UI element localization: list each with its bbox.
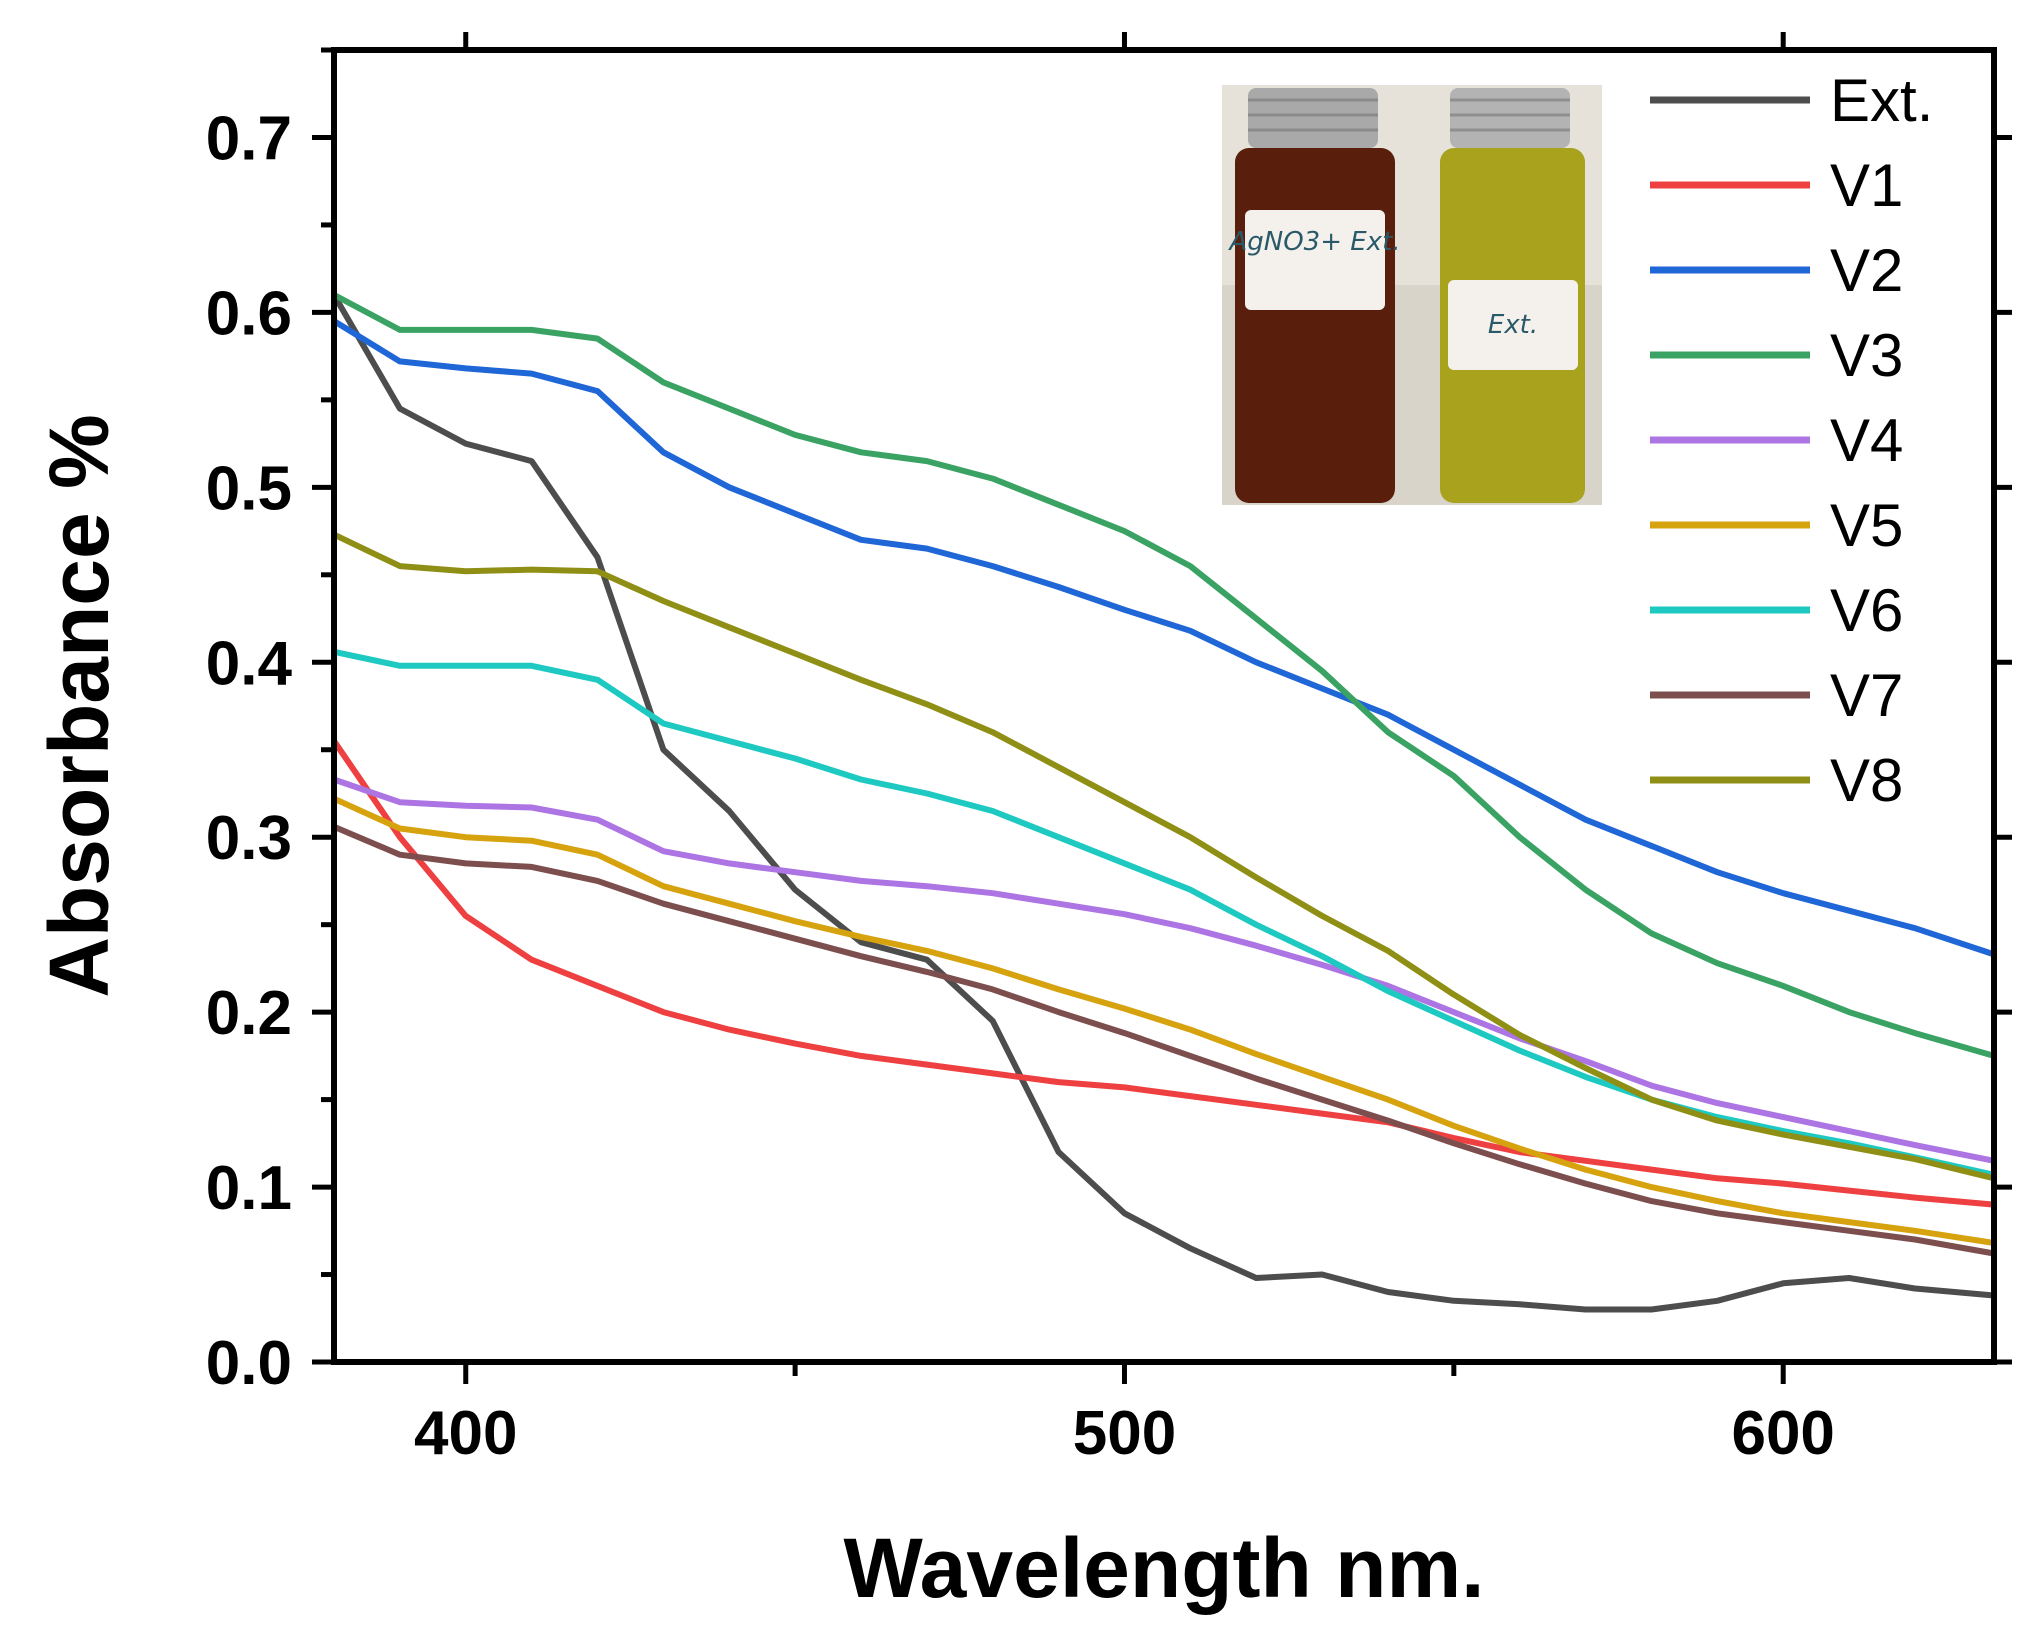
- legend-label-v1: V1: [1830, 152, 1903, 219]
- legend-label-v7: V7: [1830, 662, 1903, 729]
- y-axis-title: Absorbance %: [32, 414, 126, 998]
- vial-tag-right: [1448, 280, 1578, 370]
- series-line-v6: [331, 648, 1997, 1178]
- y-tick-label: 0.6: [206, 279, 292, 348]
- legend-label-v3: V3: [1830, 322, 1903, 389]
- legend-label-v5: V5: [1830, 492, 1903, 559]
- x-tick-label: 500: [1073, 1399, 1176, 1468]
- y-tick-label: 0.2: [206, 979, 292, 1048]
- series-line-v2: [331, 318, 1997, 958]
- vial-tag-left: [1245, 210, 1385, 310]
- vial-body-left: [1235, 148, 1395, 503]
- series-line-v1: [331, 738, 1997, 1208]
- series-line-v7: [331, 823, 1997, 1257]
- inset-photo: AgNO3+ Ext. Ext.: [1222, 85, 1602, 505]
- vial-ext: Ext.: [1440, 88, 1585, 503]
- y-tick-label: 0.1: [206, 1154, 292, 1223]
- series-lines: [331, 291, 1997, 1313]
- series-line-v3: [331, 291, 1997, 1059]
- plot-frame: [331, 47, 1997, 1365]
- vial-cap-right: [1450, 88, 1570, 148]
- axis-ticks: 400 500 600 0.0 0.1 0.2 0.3 0.4 0.5 0.6 0.7: [206, 32, 2012, 1468]
- legend-label-v4: V4: [1830, 407, 1903, 474]
- legend-label-v8: V8: [1830, 747, 1903, 814]
- x-tick-label: 400: [414, 1399, 517, 1468]
- series-line-v5: [331, 795, 1997, 1246]
- series-line-v8: [331, 531, 1997, 1182]
- legend-label-v2: V2: [1830, 237, 1903, 304]
- vial-label-right: Ext.: [1488, 310, 1538, 340]
- series-line-v4: [331, 776, 1997, 1164]
- legend-label-ext: Ext.: [1830, 67, 1933, 134]
- series-line-ext: [331, 291, 1997, 1313]
- y-tick-label: 0.3: [206, 804, 292, 873]
- vial-label-left-line1: AgNO3+ Ext.: [1227, 227, 1400, 257]
- y-tick-label: 0.7: [206, 104, 292, 173]
- y-tick-label: 0.5: [206, 454, 292, 523]
- x-tick-label: 600: [1731, 1399, 1834, 1468]
- vial-cap-left: [1248, 88, 1378, 148]
- y-tick-label: 0.0: [206, 1329, 292, 1398]
- legend-label-v6: V6: [1830, 577, 1903, 644]
- vial-agno3-ext: AgNO3+ Ext.: [1227, 88, 1401, 503]
- legend: Ext. V1 V2 V3 V4 V5 V6 V7 V8: [1650, 67, 1933, 814]
- y-tick-label: 0.4: [206, 629, 293, 698]
- x-axis-title: Wavelength nm.: [844, 1521, 1485, 1615]
